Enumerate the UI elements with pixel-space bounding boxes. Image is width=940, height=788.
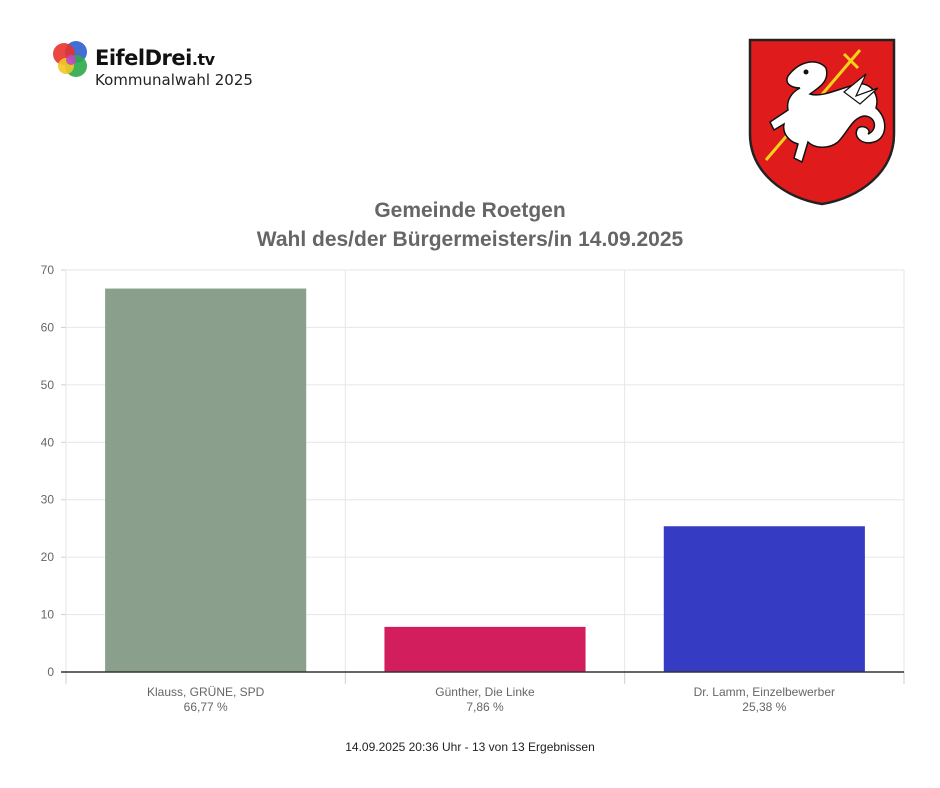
x-value-label: 25,38 % (742, 700, 786, 714)
y-tick-label: 30 (41, 493, 55, 507)
eifeldrei-logo[interactable]: EifelDrei.tv Kommunalwahl 2025 (50, 38, 310, 98)
x-value-label: 66,77 % (184, 700, 228, 714)
bar (384, 626, 586, 672)
logo-circles-icon (53, 41, 87, 77)
y-tick-label: 60 (41, 320, 55, 334)
x-category-label: Klauss, GRÜNE, SPD (147, 685, 265, 699)
y-tick-label: 0 (47, 665, 54, 679)
results-footer: 14.09.2025 20:36 Uhr - 13 von 13 Ergebni… (345, 740, 595, 754)
x-category-label: Günther, Die Linke (435, 685, 535, 699)
y-tick-label: 70 (41, 263, 55, 277)
coat-of-arms-dragon-icon (748, 38, 896, 206)
y-tick-label: 10 (41, 608, 55, 622)
brand-subtitle: Kommunalwahl 2025 (95, 71, 253, 89)
y-tick-label: 20 (41, 550, 55, 564)
x-value-label: 7,86 % (466, 700, 504, 714)
y-tick-label: 50 (41, 378, 55, 392)
y-tick-label: 40 (41, 435, 55, 449)
chart-title: Gemeinde Roetgen (374, 199, 566, 222)
brand-name: EifelDrei.tv (95, 46, 215, 70)
bar (105, 288, 307, 672)
bar (663, 526, 865, 672)
chart-subtitle: Wahl des/der Bürgermeisters/in 14.09.202… (256, 228, 684, 251)
x-category-label: Dr. Lamm, Einzelbewerber (694, 685, 835, 699)
